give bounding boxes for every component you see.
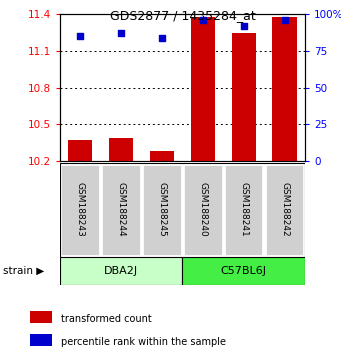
Text: GSM188241: GSM188241 [239, 182, 248, 237]
Text: DBA2J: DBA2J [104, 266, 138, 276]
Point [241, 23, 247, 29]
Text: GSM188243: GSM188243 [76, 182, 85, 237]
Point [77, 33, 83, 39]
Text: GDS2877 / 1435284_at: GDS2877 / 1435284_at [109, 9, 255, 22]
Text: C57BL6J: C57BL6J [221, 266, 267, 276]
Bar [30, 311, 51, 323]
Bar [30, 333, 51, 346]
Text: GSM188240: GSM188240 [198, 182, 207, 237]
Bar [150, 151, 174, 161]
Point [159, 35, 165, 40]
Text: transformed count: transformed count [61, 314, 152, 324]
Text: strain ▶: strain ▶ [3, 266, 45, 276]
Point [200, 17, 206, 23]
Bar [183, 164, 223, 256]
Bar [182, 257, 305, 285]
Bar [191, 17, 215, 161]
Bar [60, 257, 182, 285]
Point [118, 30, 124, 36]
Bar [265, 164, 305, 256]
Bar [232, 33, 256, 161]
Bar [60, 164, 100, 256]
Text: GSM188242: GSM188242 [280, 182, 289, 237]
Bar [224, 164, 264, 256]
Bar [142, 164, 182, 256]
Bar [68, 140, 92, 161]
Text: GSM188244: GSM188244 [117, 182, 125, 237]
Bar [272, 17, 297, 161]
Bar [109, 138, 133, 161]
Bar [101, 164, 141, 256]
Point [282, 17, 287, 23]
Text: percentile rank within the sample: percentile rank within the sample [61, 337, 226, 347]
Text: GSM188245: GSM188245 [158, 182, 166, 237]
